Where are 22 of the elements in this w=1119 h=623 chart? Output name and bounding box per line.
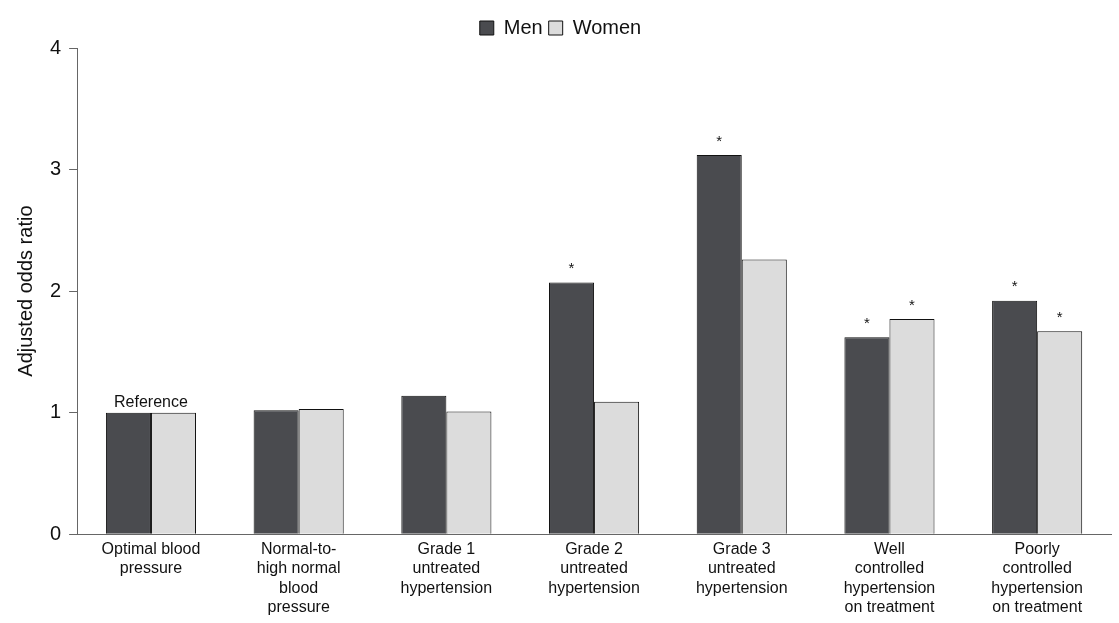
legend-label: Women: [572, 15, 642, 38]
y-tick-label: 2: [50, 278, 62, 301]
x-tick-label: Well controlled hypertension on treatment: [843, 540, 936, 615]
y-tick-label: 1: [50, 400, 62, 423]
y-tick-label: 3: [50, 157, 62, 180]
annotation: *: [1056, 307, 1063, 325]
annotation: *: [1011, 277, 1018, 295]
y-axis-title: Adjusted odds ratio: [13, 205, 36, 377]
y-tick-label: 4: [50, 35, 62, 58]
legend-label: Men: [503, 15, 543, 38]
annotation: *: [716, 131, 723, 149]
x-tick-label: Grade 1 untreated hypertension: [400, 540, 493, 596]
x-tick-label: Grade 2 untreated hypertension: [548, 540, 640, 596]
annotation: Reference: [114, 393, 188, 411]
annotation: *: [909, 295, 916, 313]
x-tick-label: Optimal blood pressure: [101, 540, 201, 577]
annotation: *: [568, 259, 575, 277]
x-tick-label: Normal-to-high normal blood pressure: [256, 540, 341, 615]
annotation: *: [864, 313, 871, 331]
y-tick-label: 0: [50, 521, 62, 544]
x-tick-label: Grade 3 untreated hypertension: [695, 540, 788, 596]
x-tick-label: Poorly controlled hypertension on treatment: [991, 540, 1083, 615]
